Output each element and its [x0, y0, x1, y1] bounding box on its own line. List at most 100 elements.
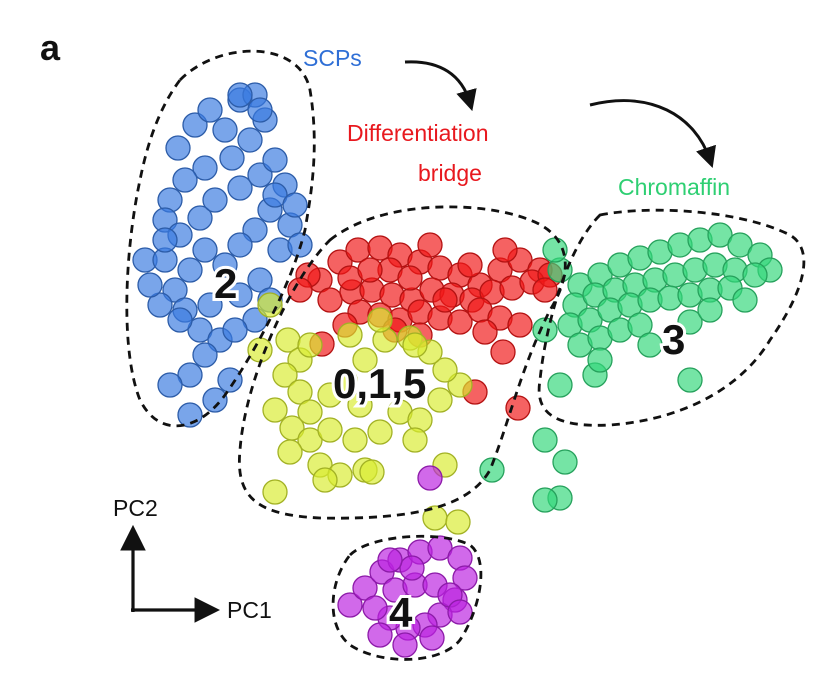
data-point — [277, 439, 303, 465]
data-point — [242, 307, 268, 333]
data-point — [547, 372, 573, 398]
data-point — [367, 419, 393, 445]
data-point — [367, 307, 393, 333]
data-point — [357, 257, 383, 283]
data-point — [417, 232, 443, 258]
data-point — [397, 265, 423, 291]
outline-cluster4 — [331, 534, 483, 661]
data-point — [337, 592, 363, 618]
data-point — [532, 427, 558, 453]
series-yellow-green — [247, 292, 473, 535]
data-point — [172, 167, 198, 193]
data-point — [347, 392, 373, 418]
data-point — [237, 127, 263, 153]
data-point — [377, 547, 403, 573]
data-point — [359, 459, 385, 485]
data-point — [362, 595, 388, 621]
data-point — [202, 187, 228, 213]
data-point — [162, 277, 188, 303]
data-point — [262, 147, 288, 173]
data-point — [297, 332, 323, 358]
data-point — [587, 347, 613, 373]
data-point — [192, 237, 218, 263]
data-point — [732, 287, 758, 313]
data-point — [677, 367, 703, 393]
data-point — [182, 112, 208, 138]
data-point — [287, 277, 313, 303]
label-differentiation: Differentiation — [347, 120, 489, 146]
data-point — [447, 309, 473, 335]
data-point — [457, 252, 483, 278]
data-point — [242, 217, 268, 243]
data-point — [222, 317, 248, 343]
data-point — [147, 292, 173, 318]
data-point — [419, 625, 445, 651]
data-point — [165, 135, 191, 161]
arrow-bridge-to-chromaffin — [589, 99, 716, 168]
data-point — [212, 117, 238, 143]
outline-scps — [125, 49, 316, 428]
data-point — [367, 622, 393, 648]
data-point — [227, 232, 253, 258]
data-point — [742, 262, 768, 288]
series-purple — [337, 465, 478, 658]
series-scps — [132, 82, 313, 428]
data-point — [177, 362, 203, 388]
cluster-label-015: 0,1,5 — [333, 360, 426, 407]
data-point — [227, 82, 253, 108]
data-point — [187, 205, 213, 231]
data-point — [727, 232, 753, 258]
data-point — [177, 257, 203, 283]
data-point — [157, 372, 183, 398]
data-point — [317, 382, 343, 408]
points-layer — [132, 82, 783, 658]
series-differentiation-bridge — [287, 232, 563, 421]
data-point — [227, 175, 253, 201]
data-point — [247, 337, 273, 363]
data-point — [492, 237, 518, 263]
data-point — [402, 427, 428, 453]
data-point — [287, 379, 313, 405]
data-point — [452, 565, 478, 591]
data-point — [332, 367, 358, 393]
panel-letter: a — [40, 27, 61, 68]
data-point — [392, 632, 418, 658]
y-axis-label: PC2 — [113, 495, 158, 521]
data-point — [677, 309, 703, 335]
data-point — [402, 332, 428, 358]
data-point — [432, 287, 458, 313]
data-point — [219, 145, 245, 171]
data-point — [427, 387, 453, 413]
data-point — [192, 155, 218, 181]
data-point — [337, 322, 363, 348]
label-bridge: bridge — [418, 160, 482, 186]
data-point — [627, 312, 653, 338]
data-point — [507, 312, 533, 338]
data-point — [257, 292, 283, 318]
data-point — [247, 267, 273, 293]
data-point — [197, 97, 223, 123]
data-point — [399, 555, 425, 581]
data-point — [262, 182, 288, 208]
data-point — [552, 449, 578, 475]
data-point — [197, 292, 223, 318]
data-point — [262, 397, 288, 423]
data-point — [532, 487, 558, 513]
x-axis-label: PC1 — [227, 597, 272, 623]
data-point — [217, 367, 243, 393]
data-point — [417, 465, 443, 491]
data-point — [247, 97, 273, 123]
data-point — [447, 599, 473, 625]
data-point — [262, 479, 288, 505]
data-point — [447, 372, 473, 398]
data-point — [202, 387, 228, 413]
data-point — [297, 427, 323, 453]
data-point — [312, 467, 338, 493]
cluster-label-4: 4 — [389, 589, 413, 636]
data-point — [637, 332, 663, 358]
cluster-label-3: 3 — [662, 316, 685, 363]
cluster-label-2: 2 — [214, 260, 237, 307]
data-point — [472, 319, 498, 345]
data-point — [227, 282, 253, 308]
